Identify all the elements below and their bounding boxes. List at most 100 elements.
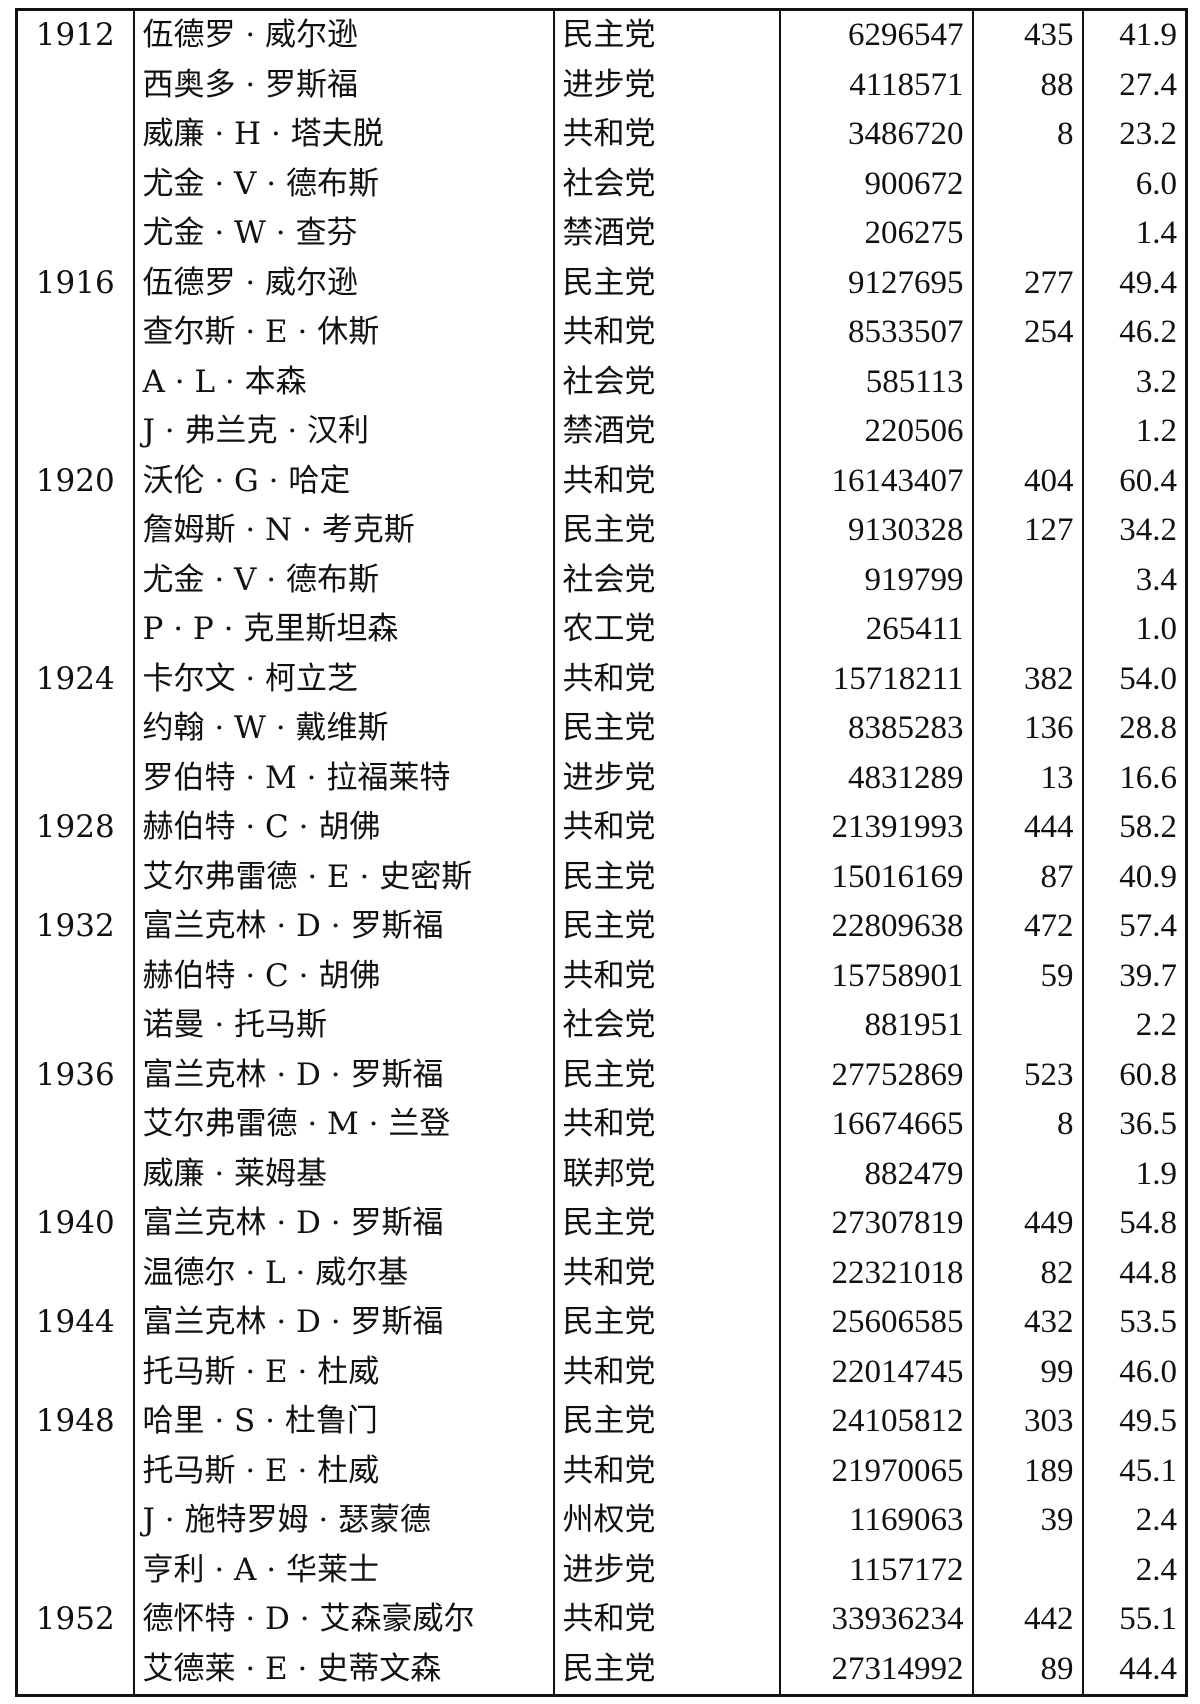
electoral-votes-cell: 59 [971, 951, 1083, 1001]
percent-cell: 44.8 [1081, 1248, 1187, 1298]
table-row: 1932 富兰克林 · D · 罗斯福 民主党 22809638 472 57.4 [17, 902, 1187, 952]
candidate-cell: 西奥多 · 罗斯福 [132, 60, 554, 110]
percent-cell: 16.6 [1081, 753, 1187, 803]
votes-cell: 25606585 [778, 1298, 973, 1348]
electoral-votes-cell: 523 [971, 1050, 1083, 1100]
electoral-votes-cell: 449 [971, 1199, 1083, 1249]
electoral-votes-cell: 404 [971, 456, 1083, 506]
table-row: 1952 德怀特 · D · 艾森豪威尔 共和党 33936234 442 55.1 [17, 1595, 1187, 1645]
percent-cell: 54.8 [1081, 1199, 1187, 1249]
electoral-votes-cell [971, 1001, 1083, 1051]
year-cell: 1920 [35, 462, 115, 499]
electoral-votes-cell: 136 [971, 704, 1083, 754]
candidate-cell: 富兰克林 · D · 罗斯福 [132, 1050, 554, 1100]
candidate-cell: 约翰 · W · 戴维斯 [132, 704, 554, 754]
party-cell: 进步党 [552, 1545, 780, 1595]
year-cell: 1940 [35, 1205, 115, 1241]
party-cell: 社会党 [552, 159, 780, 209]
party-cell: 民主党 [552, 1298, 780, 1348]
year-cell: 1932 [35, 908, 115, 944]
table-row: 尤金 · W · 查芬 禁酒党 206275 1.4 [17, 209, 1187, 259]
electoral-votes-cell: 442 [971, 1595, 1083, 1645]
electoral-votes-cell: 189 [971, 1446, 1083, 1496]
table-row: 托马斯 · E · 杜威 共和党 21970065 189 45.1 [17, 1446, 1187, 1496]
percent-cell: 6.0 [1081, 159, 1187, 209]
electoral-votes-cell: 472 [971, 902, 1083, 952]
percent-cell: 3.4 [1081, 555, 1187, 605]
percent-cell: 34.2 [1081, 506, 1187, 556]
party-cell: 民主党 [552, 506, 780, 556]
party-cell: 共和党 [552, 803, 780, 853]
electoral-votes-cell: 39 [971, 1496, 1083, 1546]
table-row: 约翰 · W · 戴维斯 民主党 8385283 136 28.8 [17, 704, 1187, 754]
candidate-cell: 威廉 · 莱姆基 [132, 1149, 554, 1199]
party-cell: 民主党 [552, 1397, 780, 1447]
year-cell [17, 358, 134, 408]
table-row: 威廉 · 莱姆基 联邦党 882479 1.9 [17, 1149, 1187, 1199]
votes-cell: 3486720 [778, 110, 973, 160]
percent-cell: 57.4 [1081, 902, 1187, 952]
table-row: 1948 哈里 · S · 杜鲁门 民主党 24105812 303 49.5 [17, 1397, 1187, 1447]
electoral-votes-cell [971, 209, 1083, 259]
candidate-cell: J · 弗兰克 · 汉利 [132, 407, 554, 457]
percent-cell: 41.9 [1081, 9, 1187, 61]
table-row: 1928 赫伯特 · C · 胡佛 共和党 21391993 444 58.2 [17, 803, 1187, 853]
party-cell: 共和党 [552, 110, 780, 160]
table-row: 温德尔 · L · 威尔基 共和党 22321018 82 44.8 [17, 1248, 1187, 1298]
table-row: 赫伯特 · C · 胡佛 共和党 15758901 59 39.7 [17, 951, 1187, 1002]
votes-cell: 9127695 [778, 258, 973, 308]
votes-cell: 21970065 [778, 1446, 973, 1496]
candidate-cell: 尤金 · W · 查芬 [132, 209, 554, 259]
party-cell: 共和党 [552, 1347, 780, 1397]
table-row: J · 施特罗姆 · 瑟蒙德 州权党 1169063 39 2.4 [17, 1496, 1187, 1546]
votes-cell: 881951 [778, 1001, 973, 1051]
votes-cell: 9130328 [778, 506, 973, 556]
party-cell: 社会党 [552, 357, 780, 407]
party-cell: 禁酒党 [552, 209, 780, 259]
percent-cell: 27.4 [1081, 60, 1187, 110]
table-row: 诺曼 · 托马斯 社会党 881951 2.2 [17, 1001, 1187, 1051]
votes-cell: 15718211 [778, 654, 973, 704]
percent-cell: 46.0 [1081, 1347, 1187, 1397]
party-cell: 进步党 [552, 60, 780, 110]
party-cell: 民主党 [552, 9, 780, 61]
electoral-votes-cell: 89 [971, 1644, 1083, 1696]
electoral-votes-cell: 432 [971, 1298, 1083, 1348]
electoral-votes-cell: 87 [971, 852, 1083, 902]
candidate-cell: 查尔斯 · E · 休斯 [132, 308, 554, 358]
votes-cell: 206275 [778, 209, 973, 259]
party-cell: 联邦党 [552, 1149, 780, 1199]
party-cell: 民主党 [552, 258, 780, 308]
percent-cell: 1.9 [1081, 1149, 1187, 1199]
table-row: 艾德莱 · E · 史蒂文森 民主党 27314992 89 44.4 [17, 1644, 1187, 1696]
electoral-votes-cell: 88 [971, 60, 1083, 110]
votes-cell: 900672 [778, 159, 973, 209]
percent-cell: 45.1 [1081, 1446, 1187, 1496]
party-cell: 共和党 [552, 1595, 780, 1645]
candidate-cell: 威廉 · H · 塔夫脱 [132, 110, 554, 160]
table-row: P · P · 克里斯坦森 农工党 265411 1.0 [17, 605, 1187, 655]
votes-cell: 265411 [778, 605, 973, 655]
percent-cell: 55.1 [1081, 1595, 1187, 1645]
percent-cell: 46.2 [1081, 308, 1187, 358]
percent-cell: 2.4 [1081, 1496, 1187, 1546]
candidate-cell: 罗伯特 · M · 拉福莱特 [132, 753, 554, 803]
electoral-votes-cell [971, 357, 1083, 407]
year-cell [17, 952, 134, 1002]
percent-cell: 49.4 [1081, 258, 1187, 308]
electoral-votes-cell: 303 [971, 1397, 1083, 1447]
candidate-cell: 托马斯 · E · 杜威 [132, 1446, 554, 1496]
votes-cell: 1169063 [778, 1496, 973, 1546]
electoral-votes-cell: 8 [971, 110, 1083, 160]
year-cell: 1924 [35, 660, 115, 697]
year-cell: 1948 [35, 1403, 115, 1439]
party-cell: 禁酒党 [552, 407, 780, 457]
candidate-cell: 沃伦 · G · 哈定 [132, 456, 554, 506]
table-row: 1940 富兰克林 · D · 罗斯福 民主党 27307819 449 54.8 [17, 1199, 1187, 1249]
candidate-cell: 温德尔 · L · 威尔基 [132, 1248, 554, 1298]
table-row: 西奥多 · 罗斯福 进步党 4118571 88 27.4 [17, 60, 1187, 110]
year-cell [17, 1348, 134, 1398]
percent-cell: 39.7 [1081, 951, 1187, 1001]
party-cell: 州权党 [552, 1496, 780, 1546]
party-cell: 共和党 [552, 456, 780, 506]
